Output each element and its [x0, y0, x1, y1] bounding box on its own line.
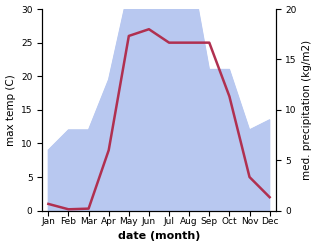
- Y-axis label: max temp (C): max temp (C): [5, 74, 16, 146]
- X-axis label: date (month): date (month): [118, 231, 200, 242]
- Y-axis label: med. precipitation (kg/m2): med. precipitation (kg/m2): [302, 40, 313, 180]
